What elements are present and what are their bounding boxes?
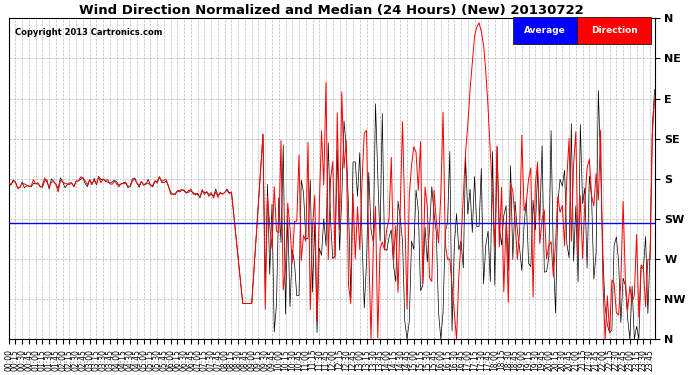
Title: Wind Direction Normalized and Median (24 Hours) (New) 20130722: Wind Direction Normalized and Median (24… xyxy=(79,4,584,17)
Text: Direction: Direction xyxy=(591,26,638,35)
Text: Average: Average xyxy=(524,26,566,35)
Text: Copyright 2013 Cartronics.com: Copyright 2013 Cartronics.com xyxy=(15,28,163,37)
FancyBboxPatch shape xyxy=(577,17,651,44)
FancyBboxPatch shape xyxy=(513,17,577,44)
